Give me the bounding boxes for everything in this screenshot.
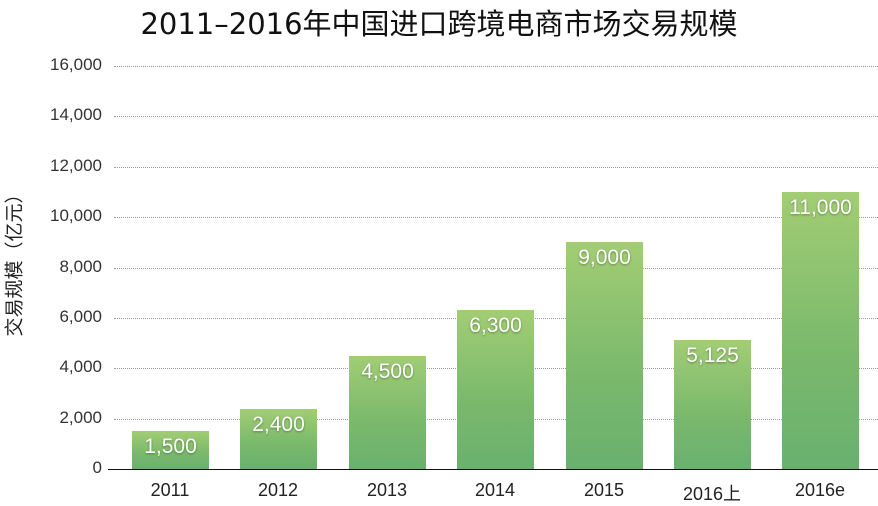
x-tick-label: 2013 bbox=[366, 480, 408, 500]
x-tick-label: 2011 bbox=[150, 480, 190, 500]
bar-value-label: 6,300 bbox=[469, 314, 522, 338]
bar-2015: 9,000 bbox=[566, 242, 643, 469]
y-tick-label: 14,000 bbox=[50, 105, 102, 125]
bar-2013: 4,500 bbox=[349, 355, 426, 469]
bar-2012: 2,400 bbox=[240, 408, 317, 469]
gridline bbox=[114, 66, 878, 67]
bar-2016e: 11,000 bbox=[782, 191, 859, 469]
y-tick-label: 16,000 bbox=[50, 55, 102, 74]
bar-value-label: 4,500 bbox=[361, 359, 414, 383]
bar-2011: 1,500 bbox=[132, 431, 209, 469]
gridline bbox=[114, 116, 878, 118]
gridline bbox=[114, 267, 878, 269]
y-tick-label: 2,000 bbox=[59, 407, 102, 427]
bar-2014: 6,300 bbox=[457, 310, 534, 469]
gridline bbox=[114, 217, 878, 219]
y-tick-label: 6,000 bbox=[59, 306, 102, 326]
x-axis-line bbox=[114, 469, 878, 470]
bar-value-label: 9,000 bbox=[578, 246, 631, 270]
bar-value-label: 2,400 bbox=[252, 412, 305, 436]
y-tick-label: 12,000 bbox=[50, 155, 102, 175]
gridline bbox=[114, 166, 878, 168]
zero-tick bbox=[108, 469, 114, 470]
y-tick-label: 0 bbox=[92, 458, 102, 477]
bar-2016上: 5,125 bbox=[674, 339, 751, 469]
y-tick-label: 4,000 bbox=[59, 357, 102, 377]
x-tick-label: 2012 bbox=[257, 480, 299, 500]
bar-value-label: 1,500 bbox=[144, 435, 197, 459]
x-tick-label: 2016上 bbox=[682, 484, 742, 504]
y-tick-label: 10,000 bbox=[50, 206, 102, 226]
bar-value-label: 5,125 bbox=[686, 343, 739, 367]
y-tick-label: 8,000 bbox=[59, 256, 102, 276]
x-tick-label: 2015 bbox=[583, 480, 625, 500]
x-tick-label: 2014 bbox=[474, 480, 516, 500]
bar-value-label: 11,000 bbox=[789, 195, 852, 219]
x-tick-label: 2016e bbox=[794, 480, 846, 500]
chart-title: 2011–2016年中国进口跨境电商市场交易规模 bbox=[140, 7, 738, 41]
